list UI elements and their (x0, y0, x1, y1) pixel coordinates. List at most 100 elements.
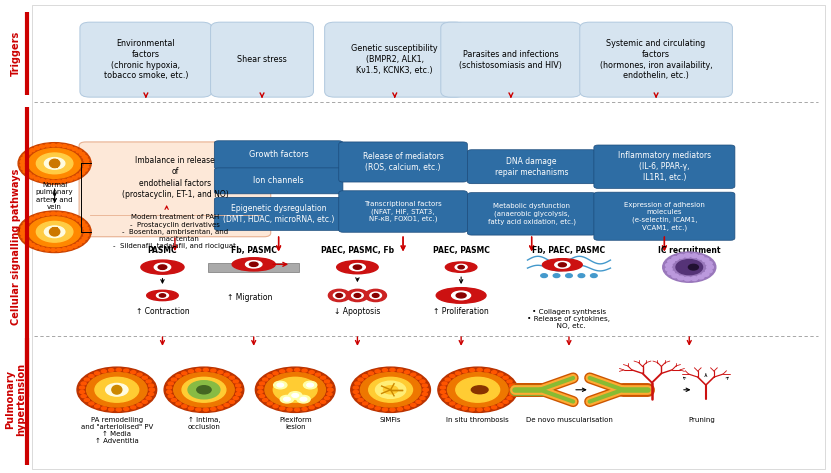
Circle shape (507, 380, 512, 383)
Circle shape (137, 373, 142, 376)
Ellipse shape (455, 264, 467, 270)
Text: PASMC: PASMC (148, 246, 177, 255)
Circle shape (375, 370, 381, 373)
Circle shape (67, 178, 72, 181)
Circle shape (130, 406, 135, 409)
Circle shape (84, 230, 89, 233)
Circle shape (224, 403, 229, 406)
Ellipse shape (452, 291, 470, 300)
Circle shape (507, 397, 512, 400)
Circle shape (23, 222, 28, 225)
Circle shape (30, 244, 35, 246)
Circle shape (211, 408, 216, 411)
Circle shape (498, 373, 503, 376)
Circle shape (328, 289, 350, 302)
FancyBboxPatch shape (325, 22, 465, 97)
Ellipse shape (156, 293, 169, 298)
Circle shape (273, 377, 317, 402)
Circle shape (309, 406, 314, 409)
Circle shape (353, 390, 358, 394)
Text: ↑ Intima,
occlusion: ↑ Intima, occlusion (188, 417, 220, 430)
Circle shape (218, 371, 223, 374)
Text: Metabolic dysfunction
(anaerobic glycolysis,
fatty acid oxidation, etc.): Metabolic dysfunction (anaerobic glycoly… (488, 203, 576, 225)
Circle shape (280, 407, 285, 410)
Circle shape (39, 247, 45, 250)
Text: Expression of adhesion
molecules
(e-selectin, ICAM1,
VCAM1, etc.): Expression of adhesion molecules (e-sele… (624, 202, 705, 231)
Ellipse shape (249, 262, 258, 266)
Circle shape (150, 388, 155, 391)
Circle shape (195, 368, 201, 372)
Text: ↑ Migration: ↑ Migration (227, 293, 273, 302)
Circle shape (218, 406, 223, 409)
Circle shape (405, 371, 410, 374)
Circle shape (455, 372, 460, 375)
Circle shape (397, 408, 402, 411)
Circle shape (376, 381, 406, 398)
Circle shape (168, 394, 174, 398)
Circle shape (355, 394, 360, 398)
FancyBboxPatch shape (79, 142, 271, 236)
Circle shape (28, 217, 81, 247)
Circle shape (510, 388, 515, 391)
FancyBboxPatch shape (80, 22, 212, 97)
Ellipse shape (458, 265, 465, 269)
Circle shape (327, 388, 333, 391)
Text: ↓ Apoptosis: ↓ Apoptosis (334, 307, 381, 315)
Circle shape (81, 382, 86, 385)
Circle shape (77, 367, 157, 412)
Circle shape (166, 390, 172, 394)
Circle shape (370, 378, 411, 402)
Circle shape (477, 408, 482, 411)
Ellipse shape (558, 263, 566, 267)
Circle shape (265, 373, 326, 407)
Circle shape (307, 383, 313, 387)
Text: Triggers: Triggers (11, 31, 21, 76)
Circle shape (677, 276, 684, 280)
Circle shape (37, 153, 73, 174)
Circle shape (390, 408, 395, 411)
Circle shape (315, 373, 321, 376)
Circle shape (422, 384, 427, 387)
Circle shape (302, 369, 307, 372)
Circle shape (149, 393, 154, 395)
Circle shape (45, 180, 50, 183)
Text: Modern treatment of PAH
-  Prostacyclin derivatives
-  Bosentan, ambrisentan, an: Modern treatment of PAH - Prostacyclin d… (114, 214, 236, 249)
Circle shape (204, 408, 209, 411)
Circle shape (706, 265, 713, 269)
Circle shape (195, 408, 201, 411)
Text: Transcriptional factors
(NFAT, HIF, STAT3,
NF-κB, FOXO1, etc.): Transcriptional factors (NFAT, HIF, STAT… (364, 201, 442, 222)
Circle shape (84, 378, 90, 381)
Circle shape (509, 384, 514, 387)
Text: • Collagen synthesis
• Release of cytokines,
  NO, etc.: • Collagen synthesis • Release of cytoki… (528, 309, 611, 329)
Circle shape (95, 377, 139, 402)
Circle shape (455, 405, 460, 408)
Circle shape (80, 153, 85, 156)
Text: De novo muscularisation: De novo muscularisation (525, 417, 612, 423)
Circle shape (146, 380, 151, 383)
Circle shape (84, 230, 89, 233)
FancyBboxPatch shape (339, 142, 467, 182)
Circle shape (149, 384, 154, 387)
Circle shape (288, 392, 302, 399)
Circle shape (45, 212, 50, 215)
Ellipse shape (50, 159, 60, 167)
Circle shape (365, 289, 386, 302)
Circle shape (277, 383, 283, 387)
Circle shape (259, 394, 264, 398)
Circle shape (124, 408, 129, 411)
Circle shape (702, 258, 709, 262)
Circle shape (72, 148, 77, 150)
Circle shape (287, 408, 293, 411)
Circle shape (39, 213, 45, 217)
Circle shape (26, 241, 32, 244)
Text: Plexiform
lesion: Plexiform lesion (279, 417, 312, 430)
FancyBboxPatch shape (210, 22, 313, 97)
Circle shape (235, 384, 241, 387)
FancyBboxPatch shape (467, 193, 596, 235)
Circle shape (211, 369, 216, 372)
Text: ↑ Contraction: ↑ Contraction (135, 307, 189, 315)
FancyBboxPatch shape (208, 263, 299, 272)
FancyBboxPatch shape (339, 191, 467, 232)
Circle shape (26, 173, 32, 175)
Circle shape (706, 269, 712, 273)
